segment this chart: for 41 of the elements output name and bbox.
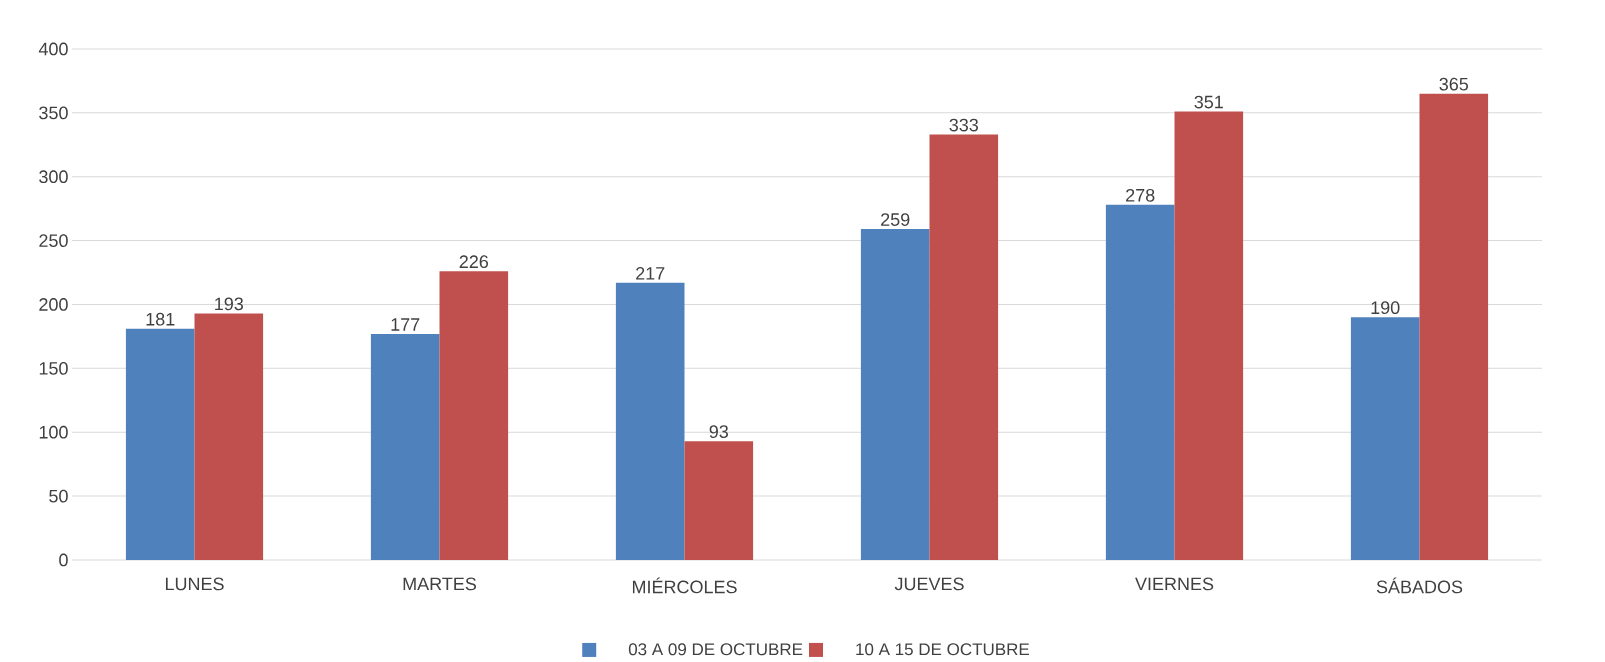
bar (684, 441, 754, 560)
data-label: 217 (636, 267, 665, 280)
data-label: 333 (949, 118, 979, 132)
y-tick-label: 0 (59, 553, 68, 567)
legend-label: 10 A 15 DE OCTUBRE (856, 643, 1030, 656)
data-label: 351 (1194, 95, 1223, 109)
data-label: 190 (1371, 301, 1400, 315)
y-tick-label: 250 (39, 234, 68, 247)
bar (439, 271, 509, 560)
x-tick-label: JUEVES (894, 577, 964, 591)
y-tick-label: 100 (39, 425, 68, 439)
bar (194, 313, 264, 560)
bar (860, 229, 930, 560)
x-tick-label: LUNES (165, 577, 224, 591)
data-label: 193 (215, 297, 244, 311)
data-label: 365 (1439, 77, 1469, 91)
bar (929, 134, 999, 560)
bar (125, 328, 195, 560)
bar (615, 282, 685, 560)
bar (1419, 93, 1489, 560)
data-label: 181 (146, 312, 175, 326)
data-label: 278 (1126, 188, 1155, 202)
x-tick-label: VIERNES (1135, 577, 1214, 591)
bar (1174, 111, 1244, 560)
data-label: 259 (881, 213, 910, 226)
y-tick-label: 300 (39, 170, 68, 184)
y-tick-label: 400 (38, 42, 68, 56)
y-tick-label: 50 (49, 489, 68, 503)
bar (1350, 317, 1420, 560)
legend-label: 03 A 09 DE OCTUBRE (628, 643, 803, 656)
x-tick-label: MARTES (403, 577, 477, 591)
bar (1105, 204, 1175, 560)
data-label: 177 (391, 318, 420, 331)
bar (370, 333, 440, 560)
y-tick-label: 200 (39, 298, 68, 311)
data-label: 93 (709, 425, 729, 438)
data-label: 226 (459, 255, 489, 269)
x-tick-label: SÁBADOS (1376, 577, 1463, 594)
y-tick-label: 150 (39, 361, 68, 375)
x-tick-label: MIÉRCOLES (632, 577, 737, 594)
y-tick-label: 350 (39, 106, 68, 120)
